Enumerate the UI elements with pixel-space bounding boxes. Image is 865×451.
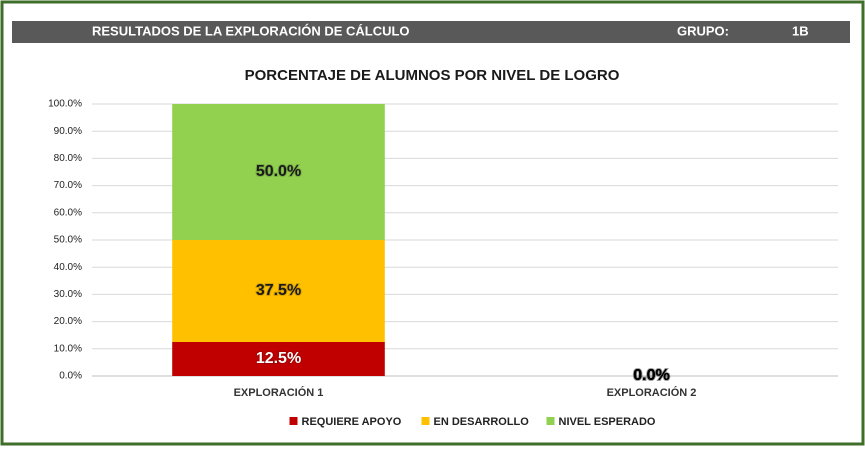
legend-swatch — [421, 417, 430, 425]
y-tick-label: 80.0% — [54, 153, 82, 164]
legend-label: REQUIERE APOYO — [302, 416, 402, 428]
data-label: 12.5% — [256, 350, 301, 367]
y-tick-label: 50.0% — [54, 235, 82, 246]
x-tick-label: EXPLORACIÓN 1 — [234, 386, 324, 399]
y-tick-label: 90.0% — [54, 126, 82, 137]
bar-segment — [172, 240, 385, 342]
y-tick-label: 10.0% — [54, 343, 82, 354]
legend-swatch — [289, 417, 298, 425]
data-label: 37.5% — [256, 282, 301, 299]
y-tick-label: 40.0% — [54, 262, 82, 273]
bar-segment — [172, 342, 385, 376]
data-label: 0.0% — [633, 367, 669, 384]
legend-label: NIVEL ESPERADO — [559, 416, 656, 428]
data-label: 50.0% — [256, 163, 301, 180]
x-tick-label: EXPLORACIÓN 2 — [607, 386, 697, 399]
y-tick-label: 0.0% — [59, 371, 82, 382]
legend-swatch — [546, 417, 555, 425]
y-tick-label: 20.0% — [54, 316, 82, 327]
data-label: 0.0% — [633, 367, 669, 384]
header-title: RESULTADOS DE LA EXPLORACIÓN DE CÁLCULO — [92, 23, 410, 38]
group-value: 1B — [792, 23, 809, 38]
chart-title: PORCENTAJE DE ALUMNOS POR NIVEL DE LOGRO — [245, 67, 620, 84]
legend-label: EN DESARROLLO — [434, 416, 530, 428]
group-label: GRUPO: — [677, 23, 729, 38]
bar-segment — [172, 104, 385, 240]
header-bar — [12, 21, 850, 43]
data-label: 0.0% — [633, 367, 669, 384]
y-tick-label: 30.0% — [54, 289, 82, 300]
y-tick-label: 100.0% — [48, 99, 82, 110]
y-tick-label: 60.0% — [54, 207, 82, 218]
y-tick-label: 70.0% — [54, 180, 82, 191]
